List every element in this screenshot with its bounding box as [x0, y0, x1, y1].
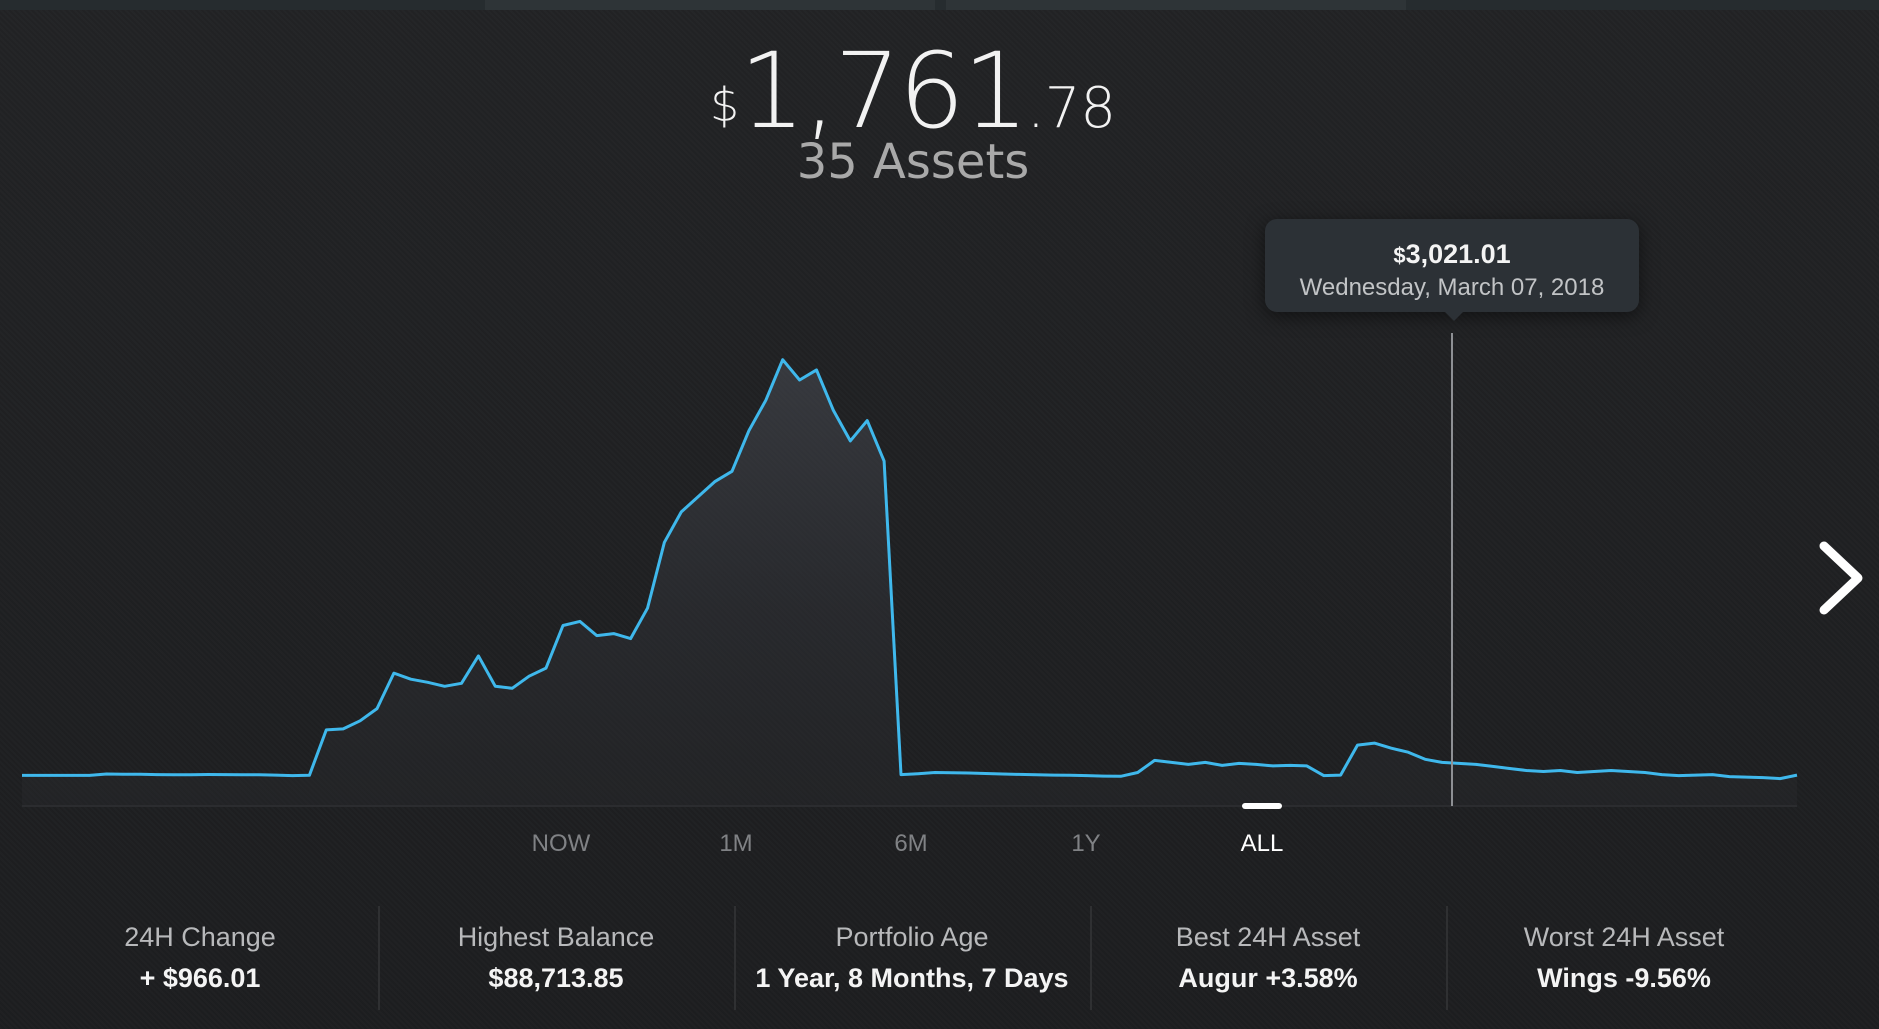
tooltip-date: Wednesday, March 07, 2018 — [1299, 274, 1605, 301]
chevron-right-icon — [1819, 541, 1863, 615]
stat-divider — [734, 906, 736, 1010]
balance-integer: 1,761 — [739, 30, 1029, 152]
stat-value: Wings -9.56% — [1537, 963, 1711, 993]
range-6m[interactable]: 6M — [894, 830, 928, 857]
stat-label: 24H Change — [124, 922, 276, 952]
stat-label: Worst 24H Asset — [1523, 922, 1725, 952]
balance-currency-symbol: $ — [709, 78, 740, 132]
time-range-selector: NOW 1M 6M 1Y ALL — [510, 820, 1310, 870]
stat-worst-24h-asset: Worst 24H Asset Wings -9.56% — [1446, 900, 1802, 1010]
stat-highest-balance: Highest Balance $88,713.85 — [378, 900, 734, 1010]
stat-value: + $966.01 — [139, 963, 261, 993]
stat-best-24h-asset: Best 24H Asset Augur +3.58% — [1090, 900, 1446, 1010]
range-all[interactable]: ALL — [1240, 830, 1284, 857]
chart-series-line — [22, 358, 1798, 781]
range-now[interactable]: NOW — [531, 830, 591, 857]
stat-label: Best 24H Asset — [1175, 922, 1361, 952]
chart-area-fill — [22, 359, 1797, 806]
stat-24h-change: 24H Change + $966.01 — [22, 900, 378, 1010]
active-range-indicator — [1242, 803, 1282, 809]
stat-value: 1 Year, 8 Months, 7 Days — [755, 963, 1069, 993]
tooltip-amount: 3,021.01 — [1405, 239, 1511, 269]
top-bar-segment — [946, 0, 1406, 10]
stat-divider — [1446, 906, 1448, 1010]
stat-divider — [1090, 906, 1092, 1010]
asset-count: 35 Assets — [796, 134, 1030, 190]
stat-value: $88,713.85 — [488, 963, 624, 993]
portfolio-balance: $1,761.78 — [0, 30, 1826, 152]
next-button[interactable] — [1806, 538, 1876, 618]
range-1m[interactable]: 1M — [719, 830, 753, 857]
tooltip-currency-symbol: $ — [1393, 243, 1406, 268]
top-bar — [0, 0, 1879, 10]
balance-decimal: .78 — [1026, 76, 1117, 141]
stat-label: Highest Balance — [457, 922, 655, 952]
chart-tooltip: $3,021.01 Wednesday, March 07, 2018 — [1265, 219, 1639, 321]
tooltip-value: $3,021.01 — [1265, 239, 1639, 270]
range-1y[interactable]: 1Y — [1071, 830, 1101, 857]
stat-divider — [378, 906, 380, 1010]
portfolio-stats: 24H Change + $966.01 Highest Balance $88… — [22, 900, 1802, 1010]
top-bar-segment — [485, 0, 935, 10]
stat-portfolio-age: Portfolio Age 1 Year, 8 Months, 7 Days — [734, 900, 1090, 1010]
stat-label: Portfolio Age — [835, 922, 989, 952]
stat-value: Augur +3.58% — [1178, 963, 1358, 993]
